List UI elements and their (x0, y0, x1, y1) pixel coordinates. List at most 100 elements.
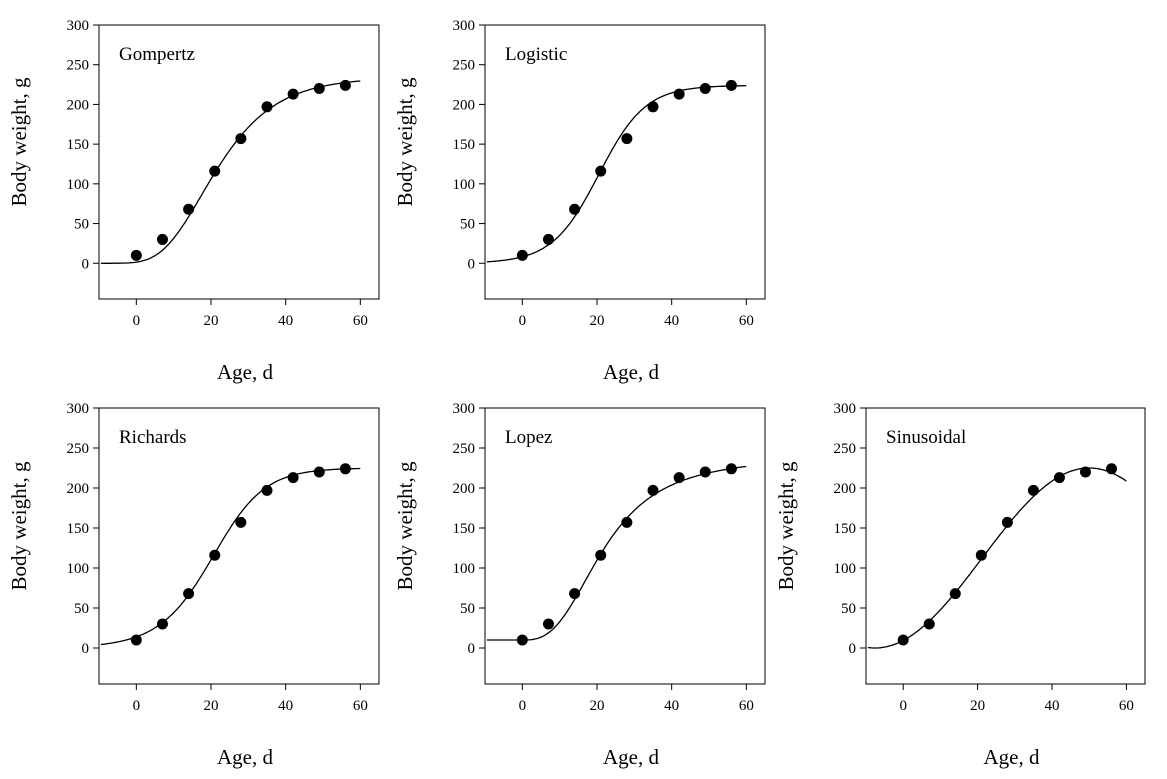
data-point (313, 83, 325, 95)
y-tick-label: 0 (468, 256, 476, 272)
y-tick-label: 150 (834, 521, 857, 537)
y-tick-label: 0 (82, 256, 90, 272)
y-tick-label: 50 (74, 217, 89, 233)
y-axis-title: Body weight, g (393, 77, 417, 206)
data-point (516, 634, 528, 646)
y-tick-label: 200 (67, 97, 90, 113)
data-point (542, 618, 554, 630)
data-point (699, 83, 711, 95)
y-tick-label: 300 (834, 401, 857, 417)
y-axis-title: Body weight, g (774, 461, 798, 590)
data-point (261, 101, 273, 113)
data-point (949, 588, 961, 600)
y-tick-label: 200 (67, 481, 90, 497)
panel-gompertz: 0 20 40 60 0 50 100 150 200 250 300 Age, d Body weig… (7, 18, 380, 384)
data-point (183, 588, 195, 600)
data-point (923, 618, 935, 630)
panel-title: Richards (119, 427, 187, 448)
x-tick-label: 40 (664, 313, 679, 329)
y-tick-label: 200 (834, 481, 857, 497)
x-tick-label: 40 (278, 698, 293, 714)
x-tick-label: 20 (204, 313, 219, 329)
plot-frame (98, 24, 380, 300)
data-point (339, 79, 351, 91)
data-point (235, 133, 247, 145)
data-point (287, 88, 299, 100)
data-point (156, 233, 168, 245)
plot-frame (98, 407, 380, 685)
fitted-curve-gompertz (100, 80, 361, 264)
y-tick-label: 250 (67, 58, 90, 74)
panel-lopez: 0 20 40 60 0 50 100 150 200 250 300 Age, d Body weig… (393, 401, 766, 769)
x-tick-label: 0 (133, 698, 141, 714)
y-tick-label: 50 (841, 601, 856, 617)
data-point (699, 466, 711, 478)
y-tick-label: 50 (460, 601, 475, 617)
data-point (261, 484, 273, 496)
y-tick-label: 250 (453, 441, 476, 457)
y-axis-title: Body weight, g (7, 461, 31, 590)
y-tick-label: 100 (67, 177, 90, 193)
x-tick-label: 20 (590, 313, 605, 329)
panel-title: Logistic (505, 44, 567, 65)
data-point (156, 618, 168, 630)
data-point (130, 249, 142, 261)
y-tick-label: 300 (453, 401, 476, 417)
x-tick-label: 60 (353, 313, 368, 329)
y-axis-title: Body weight, g (7, 77, 31, 206)
data-point (313, 466, 325, 478)
data-point (595, 549, 607, 561)
y-tick-label: 150 (67, 137, 90, 153)
data-point (1001, 516, 1013, 528)
x-axis-title: Age, d (984, 745, 1040, 769)
data-point (1027, 484, 1039, 496)
x-tick-label: 20 (204, 698, 219, 714)
y-tick-label: 50 (74, 601, 89, 617)
plot-frame (865, 407, 1146, 685)
fitted-curve-lopez (486, 465, 747, 641)
data-point (1106, 463, 1118, 475)
data-point (130, 634, 142, 646)
x-tick-label: 60 (739, 313, 754, 329)
y-tick-label: 250 (834, 441, 857, 457)
x-axis-title: Age, d (217, 360, 273, 384)
x-tick-label: 40 (664, 698, 679, 714)
y-tick-label: 100 (67, 561, 90, 577)
panel-title: Gompertz (119, 44, 195, 65)
y-tick-label: 50 (460, 217, 475, 233)
plot-frame (484, 407, 766, 685)
panel-title: Lopez (505, 427, 552, 448)
panel-title: Sinusoidal (886, 427, 966, 448)
data-point (287, 472, 299, 484)
data-point (209, 549, 221, 561)
data-point (897, 634, 909, 646)
data-point (647, 101, 659, 113)
x-axis-title: Age, d (603, 745, 659, 769)
data-point (621, 516, 633, 528)
x-tick-label: 0 (519, 313, 527, 329)
fitted-curve-sinusoidal (867, 467, 1127, 649)
data-point (569, 203, 581, 215)
x-tick-label: 40 (1045, 698, 1060, 714)
y-tick-label: 0 (82, 641, 90, 657)
y-tick-label: 150 (453, 137, 476, 153)
data-point (183, 203, 195, 215)
y-tick-label: 200 (453, 481, 476, 497)
fitted-curve-logistic (486, 85, 747, 263)
panel-sinusoidal: 0 20 40 60 0 50 100 150 200 250 300 Age, d Body weig… (774, 401, 1146, 769)
data-point (621, 133, 633, 145)
x-tick-label: 0 (133, 313, 141, 329)
data-point (235, 516, 247, 528)
data-point (673, 472, 685, 484)
panel-richards: 0 20 40 60 0 50 100 150 200 250 300 Age, d Body weig… (7, 401, 380, 769)
data-point (542, 233, 554, 245)
x-axis-title: Age, d (217, 745, 273, 769)
y-tick-label: 300 (453, 18, 476, 34)
y-tick-label: 100 (453, 561, 476, 577)
y-tick-label: 0 (849, 641, 857, 657)
y-tick-label: 200 (453, 97, 476, 113)
panel-logistic: 0 20 40 60 0 50 100 150 200 250 300 Age, d Body weig… (393, 18, 766, 384)
y-tick-label: 0 (468, 641, 476, 657)
data-point (647, 484, 659, 496)
x-tick-label: 60 (739, 698, 754, 714)
